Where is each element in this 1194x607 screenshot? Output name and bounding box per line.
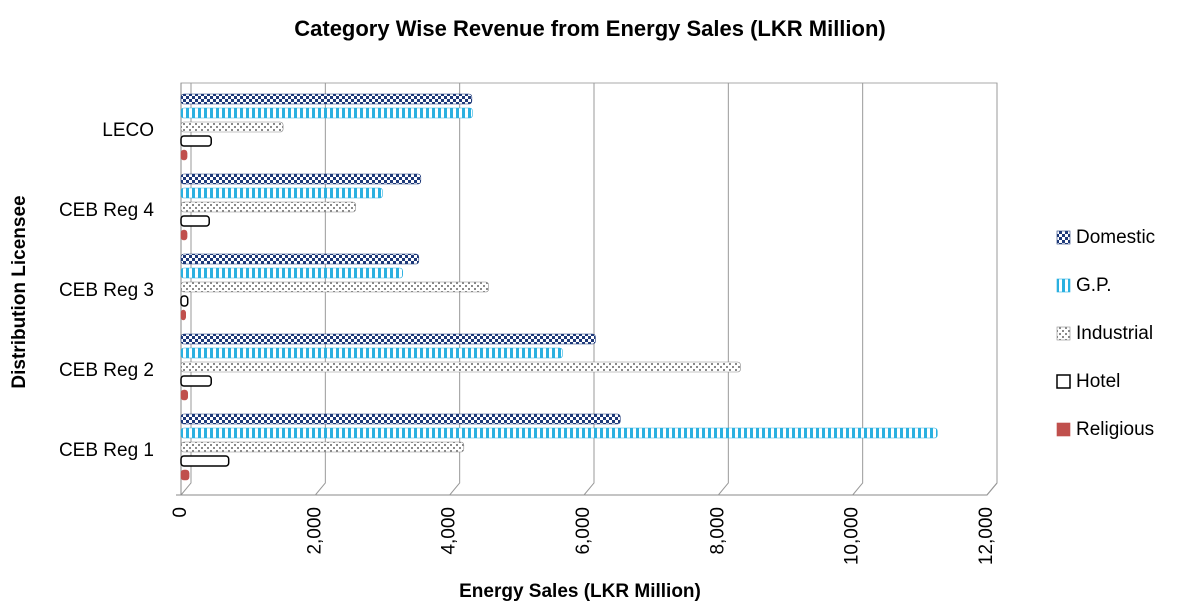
legend-label: Hotel [1076,371,1120,392]
grid-line [314,83,326,496]
grid-line [583,83,595,496]
legend-swatch [1056,230,1071,245]
bar [180,201,356,213]
legend-swatch [1056,422,1071,437]
y-tick-label: LECO [102,120,154,141]
x-tick-label: 2,000 [304,507,325,555]
bar [180,135,212,147]
x-tick-label: 10,000 [842,507,863,565]
grid-line [717,83,729,496]
bar [180,267,403,279]
legend-label: G.P. [1076,275,1112,296]
grid-line [852,83,864,496]
x-tick-label: 8,000 [707,507,728,555]
bar [180,441,465,453]
bar [180,173,422,185]
bar [180,149,188,161]
bar [180,455,230,467]
legend-label: Industrial [1076,323,1153,344]
bar [180,295,189,307]
grid-line [449,83,461,496]
bar [180,253,420,265]
y-tick-label: CEB Reg 2 [59,360,154,381]
bar [180,187,383,199]
legend-swatch [1056,374,1071,389]
x-tick-label: 12,000 [976,507,997,565]
bar [180,389,189,401]
legend-swatch [1056,326,1071,341]
bar [180,413,621,425]
legend-label: Religious [1076,419,1154,440]
grid-line [986,83,998,496]
bar [180,281,489,293]
x-axis-label: Energy Sales (LKR Million) [459,581,701,602]
bar [180,107,473,119]
bar [180,215,210,227]
y-axis-label: Distribution Licensee [9,195,30,388]
y-tick-label: CEB Reg 3 [59,280,154,301]
y-tick-label: CEB Reg 1 [59,440,154,461]
bar [180,121,284,133]
y-tick-label: CEB Reg 4 [59,200,154,221]
x-tick-label: 0 [170,507,191,518]
bar [180,333,596,345]
bar [180,347,563,359]
bar [180,361,741,373]
bar [180,427,938,439]
x-tick-label: 6,000 [573,507,594,555]
bar [180,93,473,105]
legend-swatch [1056,278,1071,293]
chart-title: Category Wise Revenue from Energy Sales … [294,16,886,41]
bar [180,375,212,387]
bar [180,469,190,481]
legend-label: Domestic [1076,227,1155,248]
bar [180,229,188,241]
bar [180,309,187,321]
plot-floor [176,482,998,496]
x-tick-label: 4,000 [439,507,460,555]
